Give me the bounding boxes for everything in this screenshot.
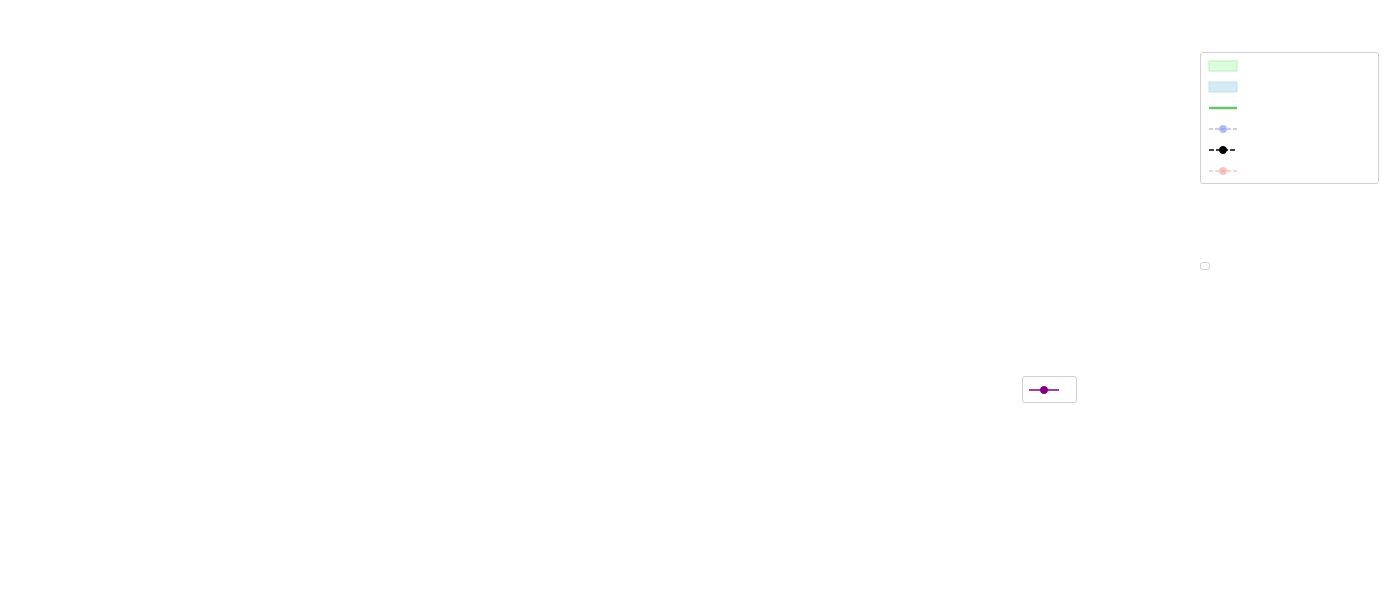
- cumulated-legend: [1022, 376, 1077, 403]
- cumulated-time-swatch: [1029, 385, 1059, 394]
- legend-item-cumulated-time: [1023, 379, 1070, 400]
- cfdi-upper-swatch: [1209, 166, 1237, 175]
- legend-item-delivery-day: [1201, 55, 1378, 76]
- legend-item-cfdi-lower: [1201, 118, 1378, 139]
- legend-item-eodt: [1201, 139, 1378, 160]
- delivery-time-annotation: [1200, 262, 1210, 270]
- estimated-window-swatch: [1208, 81, 1238, 92]
- cfdi-lower-swatch: [1209, 124, 1237, 133]
- deviation-legend: [1200, 52, 1379, 184]
- eodt-swatch: [1209, 145, 1237, 154]
- legend-item-cfdi-upper: [1201, 160, 1378, 181]
- legend-item-estimated-window: [1201, 76, 1378, 97]
- legend-item-delivery-time: [1201, 97, 1378, 118]
- delivery-day-swatch: [1208, 60, 1238, 71]
- delivery-time-swatch: [1209, 106, 1237, 109]
